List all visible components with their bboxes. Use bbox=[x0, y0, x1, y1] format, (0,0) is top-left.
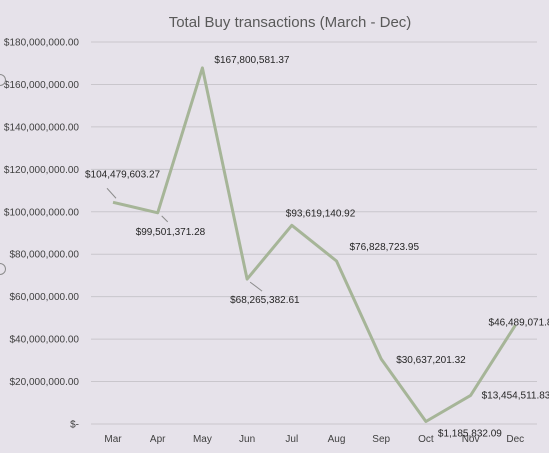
y-tick-label: $80,000,000.00 bbox=[9, 250, 79, 261]
y-tick-label: $- bbox=[70, 420, 79, 431]
data-label: $99,501,371.28 bbox=[136, 227, 206, 238]
data-point bbox=[469, 394, 472, 397]
x-axis-tick-labels: Mar Apr May Jun Jul Aug Sep Oct Nov Dec bbox=[104, 434, 524, 445]
y-tick-label: $20,000,000.00 bbox=[9, 377, 79, 388]
x-tick-label: Jul bbox=[285, 434, 298, 445]
y-tick-label: $160,000,000.00 bbox=[4, 80, 80, 91]
data-point bbox=[424, 420, 427, 423]
gridlines bbox=[91, 41, 537, 425]
series-line bbox=[112, 66, 517, 423]
data-label: $13,454,511.83 bbox=[482, 390, 549, 401]
data-label: $93,619,140.92 bbox=[286, 208, 356, 219]
x-tick-label: Mar bbox=[104, 434, 122, 445]
series-layer bbox=[112, 66, 517, 423]
data-point bbox=[156, 211, 159, 214]
y-axis-tick-labels: $- $20,000,000.00 $40,000,000.00 $60,000,00… bbox=[4, 38, 80, 431]
data-point bbox=[290, 224, 293, 227]
data-point bbox=[246, 278, 249, 281]
x-tick-label: Dec bbox=[506, 434, 524, 445]
x-tick-label: Oct bbox=[418, 434, 434, 445]
x-tick-label: Nov bbox=[462, 434, 480, 445]
x-tick-label: Sep bbox=[372, 434, 390, 445]
data-label: $104,479,603.27 bbox=[85, 169, 161, 180]
leader-line bbox=[106, 187, 117, 199]
y-tick-label: $120,000,000.00 bbox=[4, 165, 80, 176]
leader-line bbox=[161, 215, 169, 223]
data-label: $68,265,382.61 bbox=[230, 295, 300, 306]
data-point bbox=[201, 66, 204, 69]
x-tick-label: Aug bbox=[328, 434, 346, 445]
leader-line bbox=[249, 281, 263, 292]
y-tick-label: $60,000,000.00 bbox=[9, 292, 79, 303]
y-tick-label: $100,000,000.00 bbox=[4, 207, 80, 218]
x-tick-label: Apr bbox=[150, 434, 166, 445]
data-label: $167,800,581.37 bbox=[214, 55, 290, 66]
data-label: $46,489,071.83 bbox=[489, 317, 549, 328]
data-point bbox=[335, 259, 338, 262]
x-tick-label: Jun bbox=[239, 434, 255, 445]
x-tick-label: May bbox=[193, 434, 212, 445]
data-label-leader-lines bbox=[106, 187, 263, 292]
y-tick-label: $40,000,000.00 bbox=[9, 335, 79, 346]
data-labels: $104,479,603.27 $99,501,371.28 $167,800,58… bbox=[85, 55, 549, 440]
chart-title: Total Buy transactions (March - Dec) bbox=[169, 14, 412, 31]
y-tick-label: $180,000,000.00 bbox=[4, 38, 80, 49]
data-label: $1,185,832.09 bbox=[438, 428, 502, 439]
y-tick-label: $140,000,000.00 bbox=[4, 122, 80, 133]
data-point bbox=[380, 357, 383, 360]
data-label: $30,637,201.32 bbox=[396, 355, 466, 366]
data-point bbox=[112, 201, 115, 204]
data-label: $76,828,723.95 bbox=[350, 242, 420, 253]
